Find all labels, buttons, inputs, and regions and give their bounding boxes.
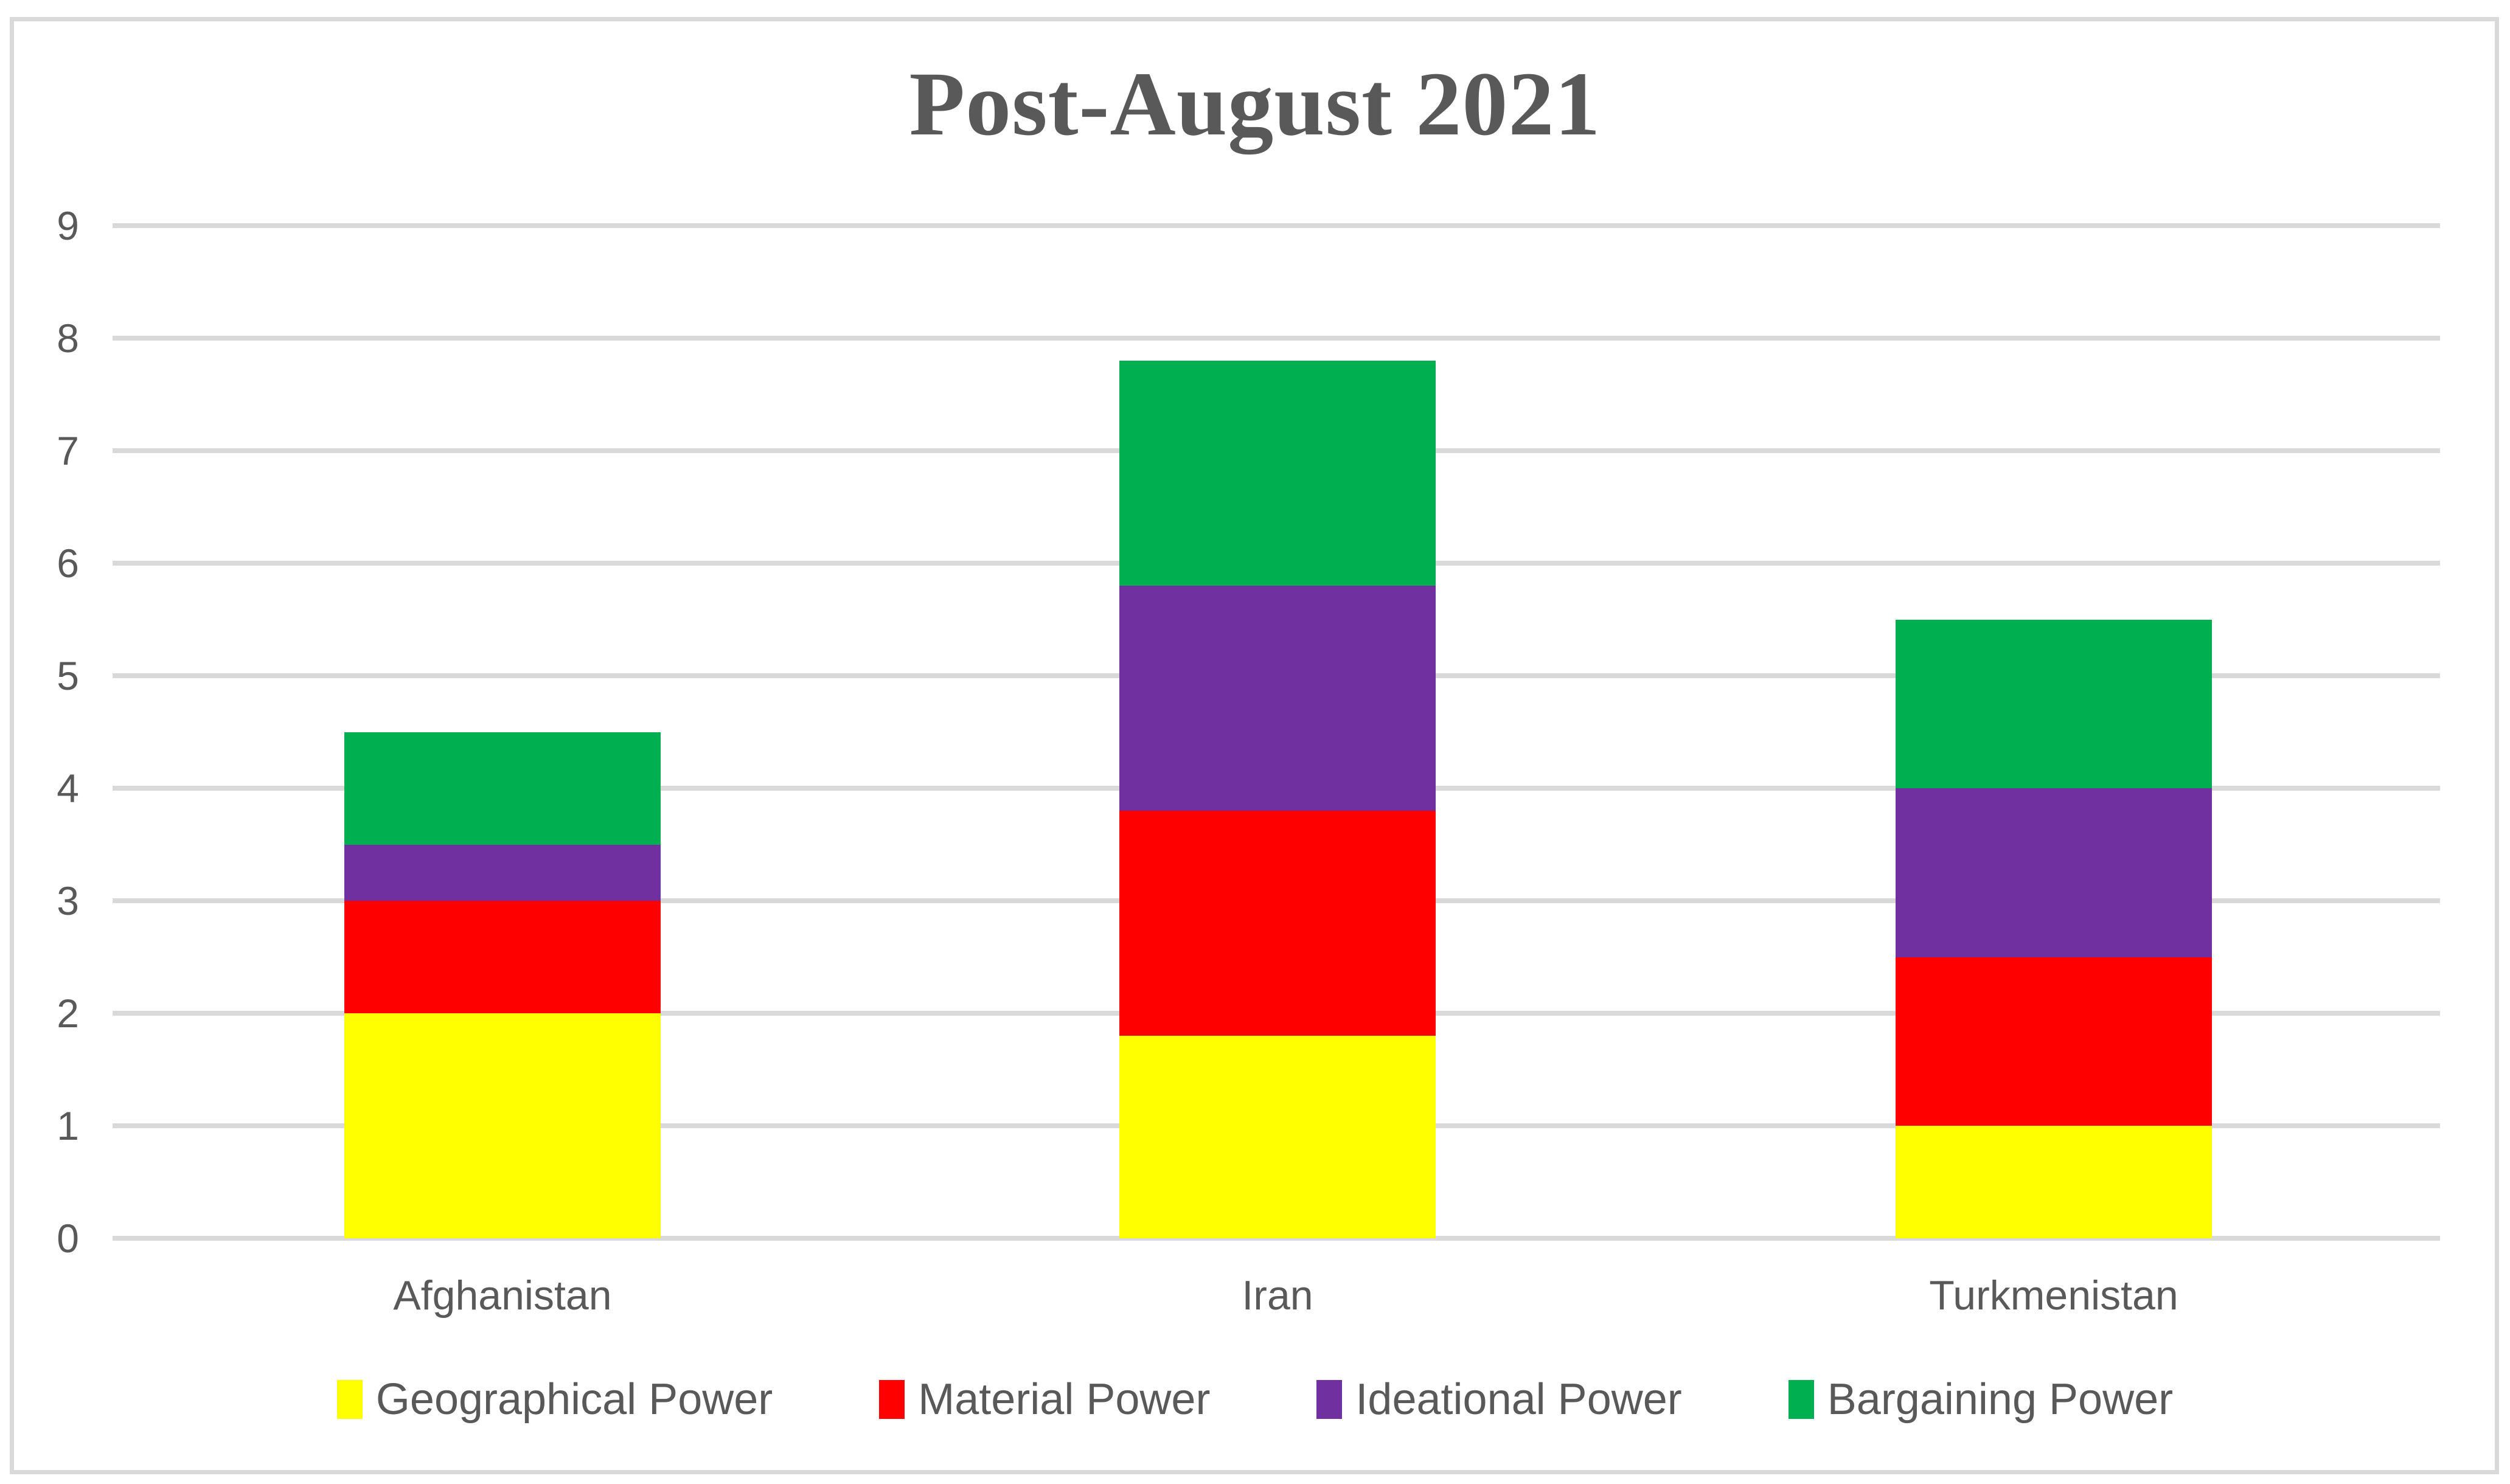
legend-label-geographical-power: Geographical Power [375, 1375, 773, 1424]
y-axis-tick-label-8: 8 [57, 316, 79, 361]
y-axis-tick-label-7: 7 [57, 428, 79, 473]
legend: Geographical Power Material Power Ideation… [0, 1373, 2510, 1426]
legend-label-material-power: Material Power [918, 1375, 1211, 1424]
bar-segment-iran-bargaining-power [1119, 361, 1436, 586]
y-axis-tick-label-1: 1 [57, 1103, 79, 1148]
legend-item-bargaining-power: Bargaining Power [1788, 1373, 2174, 1426]
bar-segment-iran-ideational-power [1119, 586, 1436, 811]
bar-segment-afghanistan-bargaining-power [344, 732, 661, 845]
bar-segment-turkmenistan-geographical-power [1896, 1126, 2212, 1238]
y-axis-tick-label-6: 6 [57, 541, 79, 586]
x-axis-category-label-afghanistan: Afghanistan [393, 1272, 612, 1319]
legend-swatch-geographical-power [336, 1380, 363, 1419]
legend-label-bargaining-power: Bargaining Power [1827, 1375, 2174, 1424]
x-axis-category-label-turkmenistan: Turkmenistan [1929, 1272, 2178, 1319]
gridline-y-0 [113, 1236, 2440, 1241]
chart-title: Post-August 2021 [909, 54, 1601, 154]
y-axis-tick-label-4: 4 [57, 766, 79, 811]
y-axis-tick-label-9: 9 [57, 203, 79, 248]
bar-segment-turkmenistan-ideational-power [1896, 788, 2212, 957]
gridline-y-8 [113, 336, 2440, 341]
legend-swatch-ideational-power [1316, 1380, 1343, 1419]
y-axis-tick-label-5: 5 [57, 653, 79, 698]
bar-segment-iran-material-power [1119, 811, 1436, 1036]
legend-swatch-bargaining-power [1788, 1380, 1814, 1419]
bar-segment-afghanistan-ideational-power [344, 844, 661, 901]
bar-segment-turkmenistan-bargaining-power [1896, 619, 2212, 788]
legend-item-ideational-power: Ideational Power [1316, 1373, 1682, 1426]
y-axis-tick-label-0: 0 [57, 1216, 79, 1261]
y-axis-tick-label-3: 3 [57, 878, 79, 923]
legend-item-geographical-power: Geographical Power [336, 1373, 773, 1426]
x-axis-category-label-iran: Iran [1242, 1272, 1313, 1319]
gridline-y-9 [113, 223, 2440, 228]
legend-swatch-material-power [879, 1380, 905, 1419]
bar-segment-iran-geographical-power [1119, 1036, 1436, 1238]
bar-segment-afghanistan-material-power [344, 901, 661, 1013]
bar-segment-afghanistan-geographical-power [344, 1013, 661, 1238]
bar-segment-turkmenistan-material-power [1896, 957, 2212, 1126]
y-axis-tick-label-2: 2 [57, 991, 79, 1036]
legend-label-ideational-power: Ideational Power [1355, 1375, 1682, 1424]
legend-item-material-power: Material Power [879, 1373, 1210, 1426]
